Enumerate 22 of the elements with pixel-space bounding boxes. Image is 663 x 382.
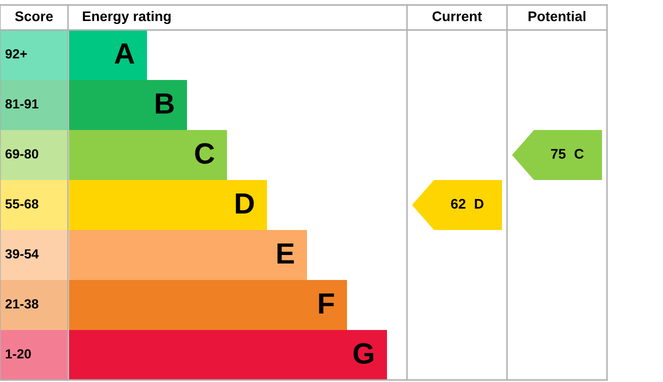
category-label: A	[114, 43, 134, 64]
text: Energy rating	[82, 10, 171, 24]
category-label: B	[156, 93, 174, 114]
text: Score	[15, 11, 53, 22]
category-label: F	[319, 293, 334, 314]
category-label: C	[574, 148, 584, 159]
category-label: 81-91	[5, 99, 38, 109]
category-label: E	[277, 243, 294, 264]
text: Potential	[528, 11, 586, 22]
category-label: C	[195, 143, 214, 164]
data-label: 62	[451, 198, 466, 209]
data-label: 75	[551, 149, 566, 159]
category-label: 55-68	[5, 199, 38, 209]
category-label: 21-38	[5, 299, 38, 309]
category-label: 1-20	[6, 349, 31, 359]
category-label: D	[474, 199, 484, 209]
text: Current	[432, 11, 482, 22]
category-label: G	[354, 343, 374, 364]
category-label: 69-80	[5, 149, 38, 159]
category-label: 39-54	[5, 249, 39, 259]
category-label: D	[236, 193, 254, 214]
category-label: 92+	[5, 49, 27, 59]
